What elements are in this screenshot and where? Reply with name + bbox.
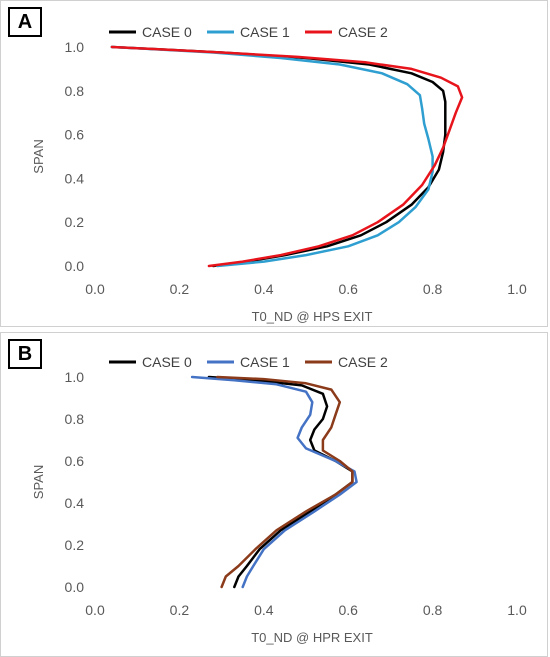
chart-b-series-line-2	[216, 375, 354, 589]
chart-b-series-line-1	[190, 375, 358, 589]
chart-a-legend-label-2: CASE 2	[338, 24, 388, 40]
chart-a-ytick-label: 0.0	[65, 258, 85, 274]
chart-b-xtick-label: 0.0	[85, 602, 105, 618]
chart-b: 0.0 0.2 0.4 0.6 0.8 1.0 0.0 0.2 0.4 0.6 0.8 1.0 T0_N…	[31, 354, 527, 645]
chart-b-legend-label-2: CASE 2	[338, 354, 388, 370]
chart-b-ytick-label: 1.0	[65, 369, 85, 385]
chart-b-xtick-label: 1.0	[507, 602, 527, 618]
chart-a-y-axis-title: SPAN	[31, 139, 46, 173]
chart-a-xtick-label: 0.6	[338, 281, 358, 297]
chart-b-ytick-label: 0.0	[65, 579, 85, 595]
chart-b-ytick-label: 0.6	[65, 453, 85, 469]
chart-a-legend-label-1: CASE 1	[240, 24, 290, 40]
chart-a: 0.0 0.2 0.4 0.6 0.8 1.0 0.0 0.2 0.4 0.6 0.8 1.0 T0_N…	[31, 24, 527, 324]
chart-b-legend-label-0: CASE 0	[142, 354, 192, 370]
panel-b-label: B	[8, 339, 42, 369]
chart-a-ytick-label: 0.6	[65, 127, 85, 143]
chart-a-xtick-label: 0.4	[254, 281, 274, 297]
chart-a-series-line-2	[110, 45, 464, 268]
chart-b-ytick-label: 0.8	[65, 411, 85, 427]
chart-b-xtick-label: 0.4	[254, 602, 274, 618]
chart-a-series-line-1	[110, 45, 434, 268]
chart-b-legend-label-1: CASE 1	[240, 354, 290, 370]
chart-a-xtick-label: 0.0	[85, 281, 105, 297]
chart-b-xtick-label: 0.2	[170, 602, 190, 618]
chart-a-x-axis-title: T0_ND @ HPS EXIT	[252, 309, 373, 324]
chart-a-xtick-label: 0.2	[170, 281, 190, 297]
chart-b-xtick-label: 0.6	[338, 602, 358, 618]
chart-a-ytick-label: 0.2	[65, 214, 85, 230]
chart-b-ytick-label: 0.4	[65, 495, 85, 511]
chart-b-series-line-0	[207, 375, 354, 589]
chart-b-ytick-label: 0.2	[65, 537, 85, 553]
chart-a-ytick-label: 0.4	[65, 170, 85, 186]
panel-a: A 0.0 0.2 0.4 0.6 0.8 1.0 0.0 0.2 0.4 0.6 0.8 1.0 T0…	[0, 0, 548, 327]
chart-a-ytick-label: 0.8	[65, 83, 85, 99]
panel-b: B 0.0 0.2 0.4 0.6 0.8 1.0 0.0 0.2 0.4 0.6 0.8 1.0 T0…	[0, 332, 548, 657]
chart-a-xtick-label: 1.0	[507, 281, 527, 297]
chart-b-xtick-label: 0.8	[423, 602, 443, 618]
chart-a-xtick-label: 0.8	[423, 281, 443, 297]
chart-b-x-axis-title: T0_ND @ HPR EXIT	[251, 630, 373, 645]
chart-b-y-axis-title: SPAN	[31, 465, 46, 499]
panel-a-label: A	[8, 7, 42, 37]
chart-a-ytick-label: 1.0	[65, 39, 85, 55]
chart-a-legend-label-0: CASE 0	[142, 24, 192, 40]
